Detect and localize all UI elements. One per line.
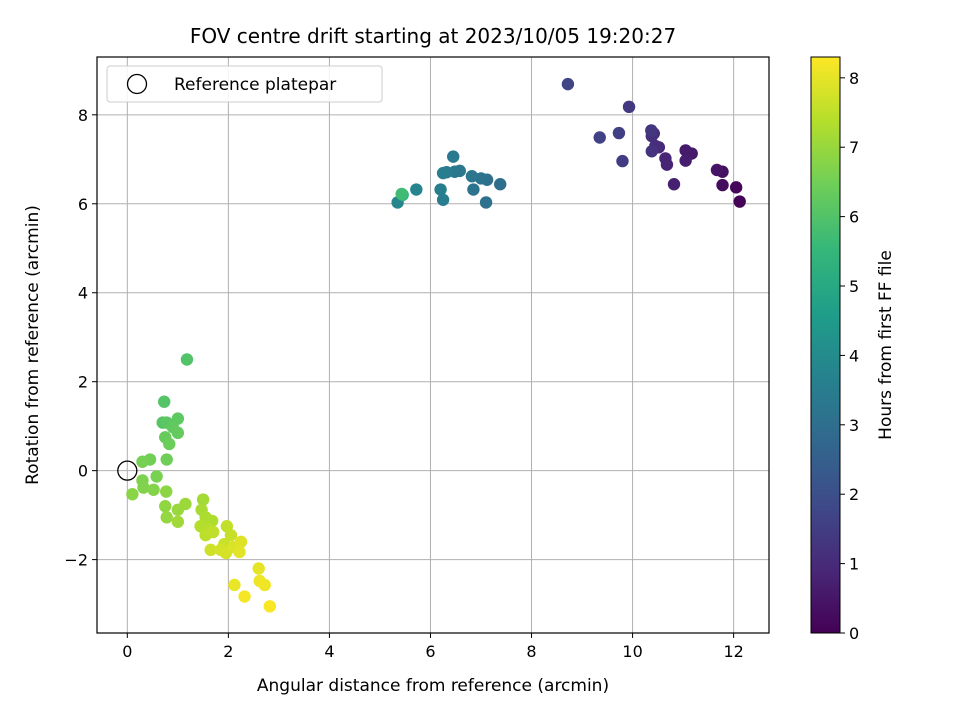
data-point	[465, 170, 479, 183]
y-tick-label: 0	[78, 462, 88, 481]
data-point	[622, 100, 636, 114]
data-point	[224, 528, 238, 542]
y-tick-label: 6	[78, 195, 88, 214]
colorbar-tick-label: 4	[849, 346, 859, 365]
data-point	[207, 525, 220, 539]
y-tick-label: −2	[64, 551, 88, 570]
x-axis-label: Angular distance from reference (arcmin)	[257, 676, 609, 696]
data-point	[171, 515, 185, 529]
data-point	[228, 578, 241, 592]
data-point	[729, 181, 743, 194]
grid-lines	[97, 57, 769, 633]
data-point	[252, 562, 265, 575]
data-point	[679, 144, 692, 157]
legend: Reference platepar	[106, 65, 383, 103]
scatter-points	[126, 77, 746, 613]
data-point	[612, 126, 626, 140]
data-point	[716, 178, 729, 192]
data-point	[160, 511, 173, 524]
data-point	[494, 178, 507, 191]
colorbar-tick-label: 6	[849, 208, 859, 227]
data-point	[163, 437, 176, 451]
data-point	[238, 590, 251, 603]
data-point	[160, 453, 173, 466]
data-point	[160, 485, 173, 498]
colorbar-tick-label: 1	[849, 555, 859, 574]
x-tick-label: 2	[223, 642, 233, 661]
y-tick-label: 8	[78, 106, 88, 125]
data-point	[593, 131, 606, 144]
data-point	[733, 195, 746, 208]
colorbar-gradient	[810, 56, 841, 634]
legend-box	[106, 65, 383, 103]
data-point	[234, 535, 248, 549]
data-point	[479, 196, 493, 209]
data-point	[137, 481, 150, 494]
data-point	[258, 578, 271, 592]
colorbar-tick-label: 3	[849, 416, 859, 435]
data-point	[204, 543, 217, 557]
data-point	[410, 183, 423, 196]
data-point	[159, 500, 172, 513]
data-point	[180, 353, 194, 366]
colorbar: 0 1 2 3 4 5 6 7 8 Hours from first FF file	[810, 56, 896, 643]
data-point	[667, 178, 681, 191]
colorbar-ticks: 0 1 2 3 4 5 6 7 8	[840, 69, 859, 643]
colorbar-label: Hours from first FF file	[876, 250, 896, 440]
data-point	[467, 183, 480, 196]
data-point	[436, 193, 450, 206]
data-point	[179, 497, 192, 511]
data-point	[158, 395, 171, 408]
data-point	[196, 493, 210, 506]
data-point	[150, 470, 163, 483]
y-tick-label: 2	[78, 373, 88, 392]
data-point	[171, 426, 185, 440]
reference-platepar-marker	[117, 460, 138, 481]
colorbar-tick-label: 5	[849, 277, 859, 296]
y-tick-label: 4	[78, 284, 88, 303]
data-point	[136, 455, 149, 468]
data-point	[436, 166, 450, 180]
legend-marker	[126, 73, 148, 95]
data-point	[710, 163, 724, 177]
data-point	[434, 183, 447, 196]
data-point	[659, 152, 672, 165]
data-point	[233, 545, 246, 559]
x-tick-label: 10	[622, 642, 642, 661]
colorbar-tick-label: 2	[849, 485, 859, 504]
chart-title: FOV centre drift starting at 2023/10/05 …	[190, 24, 676, 48]
legend-entry: Reference platepar	[174, 75, 336, 95]
plot-frame	[96, 56, 770, 634]
y-axis-label: Rotation from reference (arcmin)	[23, 205, 43, 485]
x-tick-label: 8	[526, 642, 536, 661]
data-point	[645, 124, 658, 137]
data-point	[561, 77, 575, 91]
x-tick-label: 6	[425, 642, 435, 661]
data-point	[147, 483, 160, 496]
data-point	[645, 145, 658, 158]
data-point	[447, 150, 460, 163]
colorbar-tick-label: 8	[849, 69, 859, 88]
colorbar-tick-label: 0	[849, 624, 859, 643]
colorbar-tick-label: 7	[849, 138, 859, 157]
axis-ticks: 0 2 4 6 8 10 12 −2 0 2 4 6 8	[64, 106, 743, 661]
x-tick-label: 4	[324, 642, 334, 661]
data-point	[395, 187, 408, 201]
x-tick-label: 0	[122, 642, 132, 661]
data-point	[126, 488, 139, 501]
data-point	[679, 154, 692, 167]
x-tick-label: 12	[723, 642, 743, 661]
data-point	[616, 154, 629, 168]
data-point	[263, 600, 276, 613]
